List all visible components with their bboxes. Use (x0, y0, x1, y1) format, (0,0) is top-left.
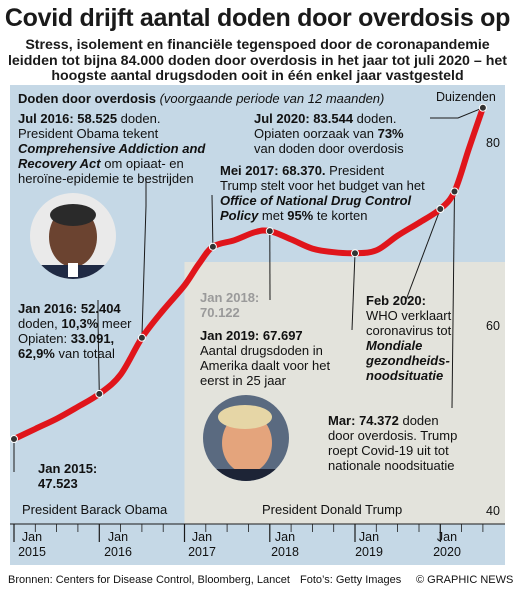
page-title: Covid drijft aantal doden door overdosis… (4, 4, 511, 32)
obama-portrait-icon (30, 193, 116, 279)
series-point (351, 249, 359, 258)
unit-label: Duizenden (436, 90, 496, 104)
y-tick-label: 80 (486, 136, 500, 150)
era-label-trump: President Donald Trump (262, 502, 403, 517)
chart-header: Doden door overdosis (voorgaande periode… (18, 91, 384, 106)
series-point (265, 227, 274, 236)
trump-photo (203, 395, 289, 481)
x-tick-label: Jan 2018 (271, 530, 299, 559)
series-point (436, 205, 445, 213)
x-tick-label: Jan 2019 (355, 530, 383, 559)
annotation-jul-2020: Jul 2020: 83.544 doden. Opiaten oorzaak … (254, 111, 404, 156)
leader-line (451, 191, 455, 409)
era-label-obama: President Barack Obama (22, 502, 168, 517)
leader-line (141, 178, 147, 338)
x-tick-label: Jan 2015 (18, 530, 46, 559)
leader-line (351, 253, 356, 331)
x-tick-label: Jan 2017 (188, 530, 216, 559)
annotation-mei-2017: Mei 2017: 68.370. President Trump stelt … (220, 163, 425, 223)
copyright: © GRAPHIC NEWS (416, 574, 514, 586)
chart-title: Doden door overdosis (18, 91, 156, 106)
source-note: Bronnen: Centers for Disease Control, Bl… (8, 574, 290, 586)
annotation-jul-2016: Jul 2016: 58.525 doden. President Obama … (18, 111, 206, 186)
series-point (137, 333, 146, 342)
leader-line (97, 300, 100, 394)
trump-portrait-icon (203, 395, 289, 481)
series-point (95, 389, 104, 398)
photo-credit: Foto’s: Getty Images (300, 574, 402, 586)
leader-line (430, 107, 484, 119)
series-point (450, 187, 459, 196)
series-point (478, 103, 487, 112)
annotation-jan-2019: Jan 2019: 67.697 Aantal drugsdoden in Am… (200, 328, 331, 388)
annotation-jan-2018: Jan 2018: 70.122 (200, 290, 260, 320)
x-tick-label: Jan 2020 (433, 530, 461, 559)
leader-line (405, 208, 441, 301)
series-points (10, 103, 487, 443)
annotation-mar-2020: Mar: 74.372 doden door overdosis. Trump … (328, 413, 458, 473)
annotation-feb-2020: Feb 2020: WHO verklaart coronavirus tot … (366, 293, 452, 383)
series-point (10, 435, 18, 443)
leader-lines (13, 107, 484, 472)
series-point (208, 242, 217, 251)
x-axis (10, 523, 505, 542)
page-subtitle: Stress, isolement en financiële tegenspo… (7, 37, 508, 84)
leader-line (211, 194, 214, 247)
x-tick-label: Jan 2016 (104, 530, 132, 559)
y-tick-label: 40 (486, 504, 500, 518)
y-tick-label: 60 (486, 319, 500, 333)
annotation-jan-2015: Jan 2015: 47.523 (38, 461, 98, 491)
obama-photo (30, 193, 116, 279)
annotation-jan-2016: Jan 2016: 52.404 doden, 10,3% meer Opiat… (18, 301, 132, 361)
chart-subtitle: (voorgaande periode van 12 maanden) (159, 91, 385, 106)
